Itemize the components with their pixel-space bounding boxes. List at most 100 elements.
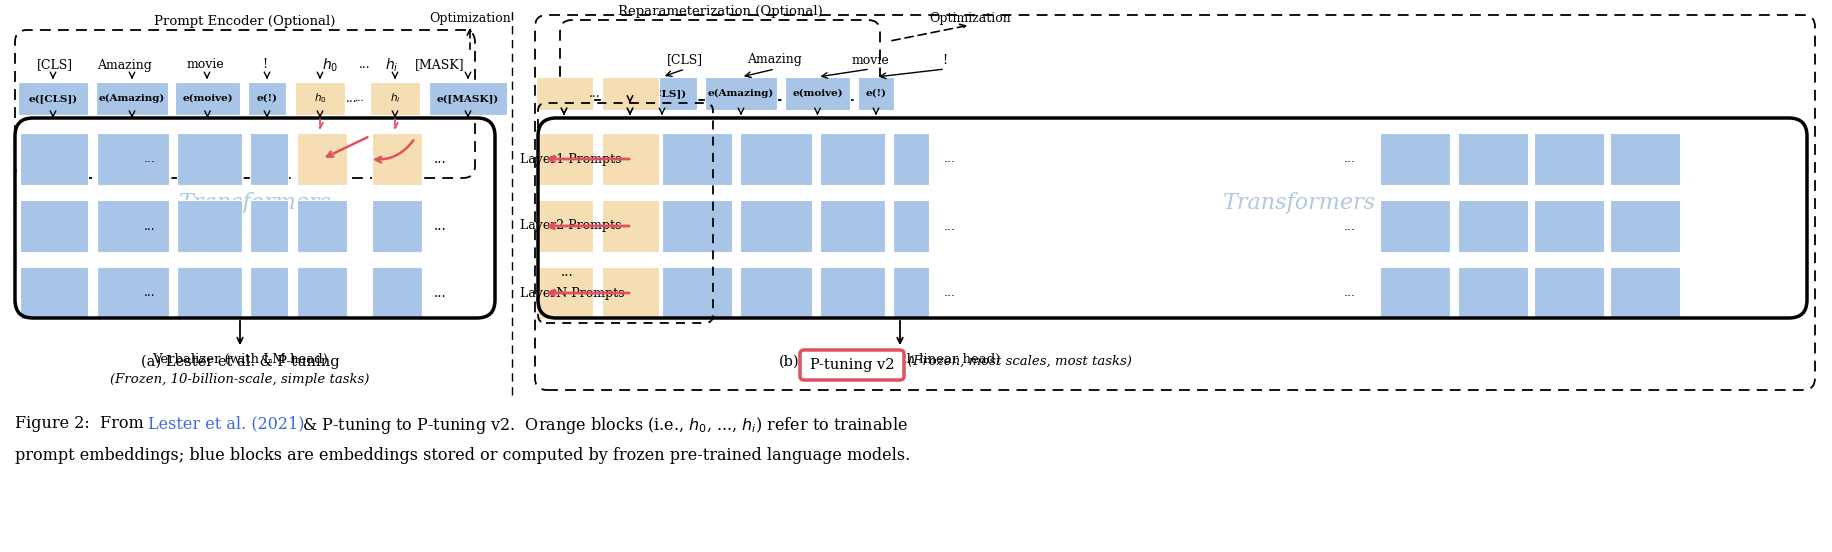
Text: [CLS]: [CLS] (37, 59, 73, 72)
Text: Amazing: Amazing (747, 54, 802, 66)
Text: ...: ... (561, 265, 573, 279)
Text: Transformers: Transformers (1224, 192, 1376, 214)
Text: ...: ... (943, 286, 956, 300)
Bar (20, 267, 88, 319)
Bar (97, 267, 169, 319)
Bar (661, 267, 733, 319)
Bar (1533, 267, 1605, 319)
Text: e(Amazing): e(Amazing) (99, 94, 165, 103)
Bar (1610, 200, 1680, 252)
Bar (20, 200, 88, 252)
Bar (97, 200, 169, 252)
Bar (297, 133, 346, 185)
Text: Transformers: Transformers (178, 192, 332, 214)
Text: ...: ... (434, 286, 447, 300)
Text: !: ! (942, 54, 947, 66)
Bar (178, 200, 242, 252)
Text: Reparameterization (Optional): Reparameterization (Optional) (617, 5, 823, 18)
Text: e(moive): e(moive) (791, 89, 843, 98)
Text: ...: ... (669, 286, 680, 300)
Text: ...: ... (145, 220, 156, 232)
Bar (249, 133, 288, 185)
Bar (1610, 267, 1680, 319)
Bar (372, 133, 421, 185)
Text: Prompt Encoder (Optional): Prompt Encoder (Optional) (154, 15, 335, 28)
Bar (857, 77, 894, 110)
Text: [MASK]: [MASK] (416, 59, 465, 72)
Bar (821, 133, 885, 185)
Bar (537, 200, 594, 252)
Text: $h_0$: $h_0$ (322, 56, 339, 74)
Text: ...: ... (1345, 220, 1356, 232)
Text: ...: ... (669, 152, 680, 166)
Text: Layer2 Prompts: Layer2 Prompts (520, 220, 621, 232)
Bar (603, 77, 660, 110)
Bar (297, 267, 346, 319)
Bar (892, 133, 929, 185)
Text: ...: ... (943, 152, 956, 166)
Text: ...: ... (346, 92, 357, 105)
Bar (97, 133, 169, 185)
Text: prompt embeddings; blue blocks are embeddings stored or computed by frozen pre-t: prompt embeddings; blue blocks are embed… (15, 447, 911, 464)
Bar (249, 200, 288, 252)
Text: $h_i$: $h_i$ (390, 92, 399, 105)
Bar (18, 82, 88, 115)
Bar (784, 77, 850, 110)
Text: movie: movie (852, 54, 889, 66)
Bar (1533, 200, 1605, 252)
Bar (1458, 267, 1528, 319)
Bar (372, 267, 421, 319)
Bar (429, 82, 507, 115)
Bar (740, 133, 812, 185)
Bar (603, 133, 660, 185)
Text: $h_0$: $h_0$ (313, 92, 326, 105)
Bar (295, 82, 344, 115)
Bar (1610, 133, 1680, 185)
Text: ...: ... (1345, 152, 1356, 166)
Text: & P-tuning to P-tuning v2.  Orange blocks (i.e., $h_0$, ..., $h_i$) refer to tra: & P-tuning to P-tuning v2. Orange blocks… (297, 415, 909, 436)
Text: e(!): e(!) (256, 94, 277, 103)
Text: ...: ... (669, 220, 680, 232)
Bar (821, 267, 885, 319)
Bar (1379, 200, 1449, 252)
Text: Optimization: Optimization (429, 12, 511, 25)
Bar (537, 77, 594, 110)
Text: (b): (b) (779, 355, 801, 369)
Text: e([CLS]): e([CLS]) (638, 89, 687, 98)
Bar (372, 200, 421, 252)
Text: ...: ... (590, 87, 601, 100)
Text: e(Amazing): e(Amazing) (707, 89, 775, 98)
Bar (661, 133, 733, 185)
Text: e(moive): e(moive) (181, 94, 233, 103)
Text: Optimization: Optimization (929, 12, 1011, 25)
Text: [CLS]: [CLS] (667, 54, 703, 66)
Text: ...: ... (434, 219, 447, 233)
Text: (a) Lester et al. & P-tuning: (a) Lester et al. & P-tuning (141, 355, 339, 369)
Bar (627, 77, 696, 110)
Bar (603, 200, 660, 252)
Text: ...: ... (354, 94, 365, 103)
Text: !: ! (262, 59, 267, 72)
Bar (661, 200, 733, 252)
Text: (Frozen, 10-billion-scale, simple tasks): (Frozen, 10-billion-scale, simple tasks) (110, 373, 370, 386)
Bar (821, 200, 885, 252)
Text: ...: ... (145, 286, 156, 300)
FancyBboxPatch shape (801, 350, 903, 380)
Bar (1458, 133, 1528, 185)
Text: $h_i$: $h_i$ (385, 56, 399, 74)
Text: movie: movie (187, 59, 224, 72)
Bar (1458, 200, 1528, 252)
Bar (247, 82, 286, 115)
Bar (1379, 267, 1449, 319)
Text: e([MASK]): e([MASK]) (436, 94, 498, 103)
Text: e([CLS]): e([CLS]) (29, 94, 77, 103)
Bar (740, 200, 812, 252)
Bar (892, 267, 929, 319)
Text: ...: ... (145, 152, 156, 166)
Text: ...: ... (359, 59, 370, 72)
Text: Figure 2:  From: Figure 2: From (15, 415, 148, 432)
Bar (537, 133, 594, 185)
Bar (178, 133, 242, 185)
Text: ...: ... (434, 152, 447, 166)
Text: Class Label (with linear head): Class Label (with linear head) (799, 353, 1000, 366)
